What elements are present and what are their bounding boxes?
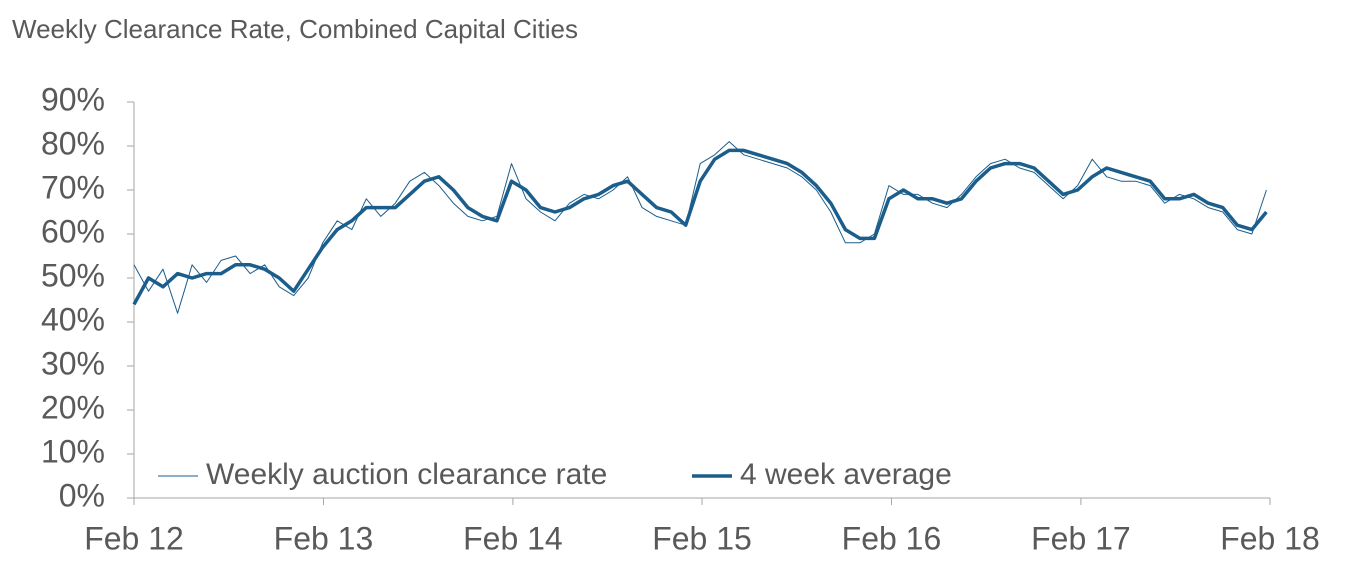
x-tick-label: Feb 17 (1031, 520, 1131, 556)
legend-label: Weekly auction clearance rate (206, 458, 607, 491)
y-tick-label: 60% (41, 213, 105, 249)
y-tick-label: 80% (41, 125, 105, 161)
x-tick-label: Feb 14 (463, 520, 563, 556)
legend-label: 4 week average (740, 458, 952, 491)
y-tick-label: 20% (41, 389, 105, 425)
y-tick-label: 30% (41, 345, 105, 381)
y-tick-label: 10% (41, 433, 105, 469)
series-line (133, 141, 1267, 314)
x-tick-label: Feb 12 (84, 520, 184, 556)
series-line (132, 148, 1268, 306)
chart-title: Weekly Clearance Rate, Combined Capital … (12, 14, 578, 44)
y-tick-label: 70% (41, 169, 105, 205)
y-tick-label: 50% (41, 257, 105, 293)
x-tick-label: Feb 16 (842, 520, 942, 556)
y-tick-label: 90% (41, 81, 105, 117)
y-tick-label: 0% (59, 477, 105, 513)
x-tick-label: Feb 15 (652, 520, 752, 556)
x-tick-label: Feb 18 (1220, 520, 1320, 556)
y-tick-label: 40% (41, 301, 105, 337)
x-tick-label: Feb 13 (274, 520, 374, 556)
